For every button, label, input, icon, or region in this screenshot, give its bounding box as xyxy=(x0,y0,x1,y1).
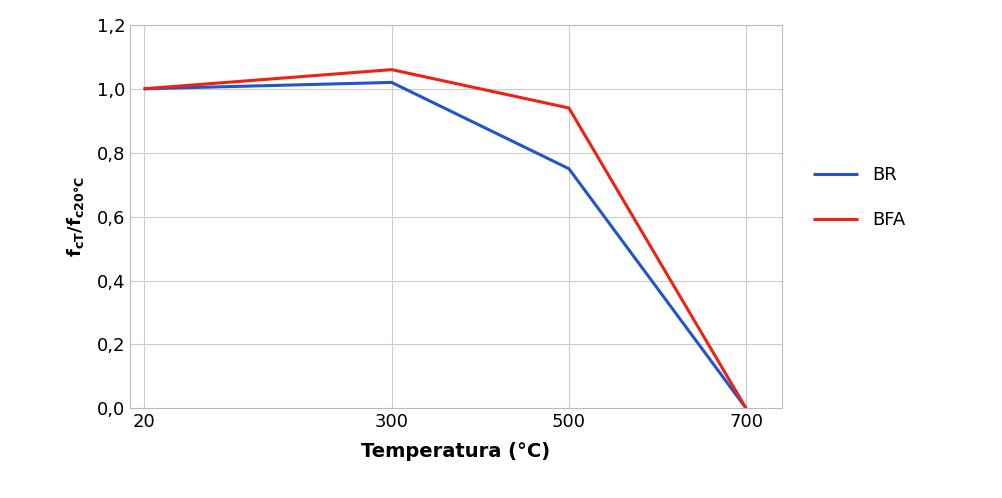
Y-axis label: $\mathbf{f_{cT}/f_{c20°C}}$: $\mathbf{f_{cT}/f_{c20°C}}$ xyxy=(65,176,85,257)
Line: BR: BR xyxy=(143,82,746,408)
BR xyxy=(137,86,149,92)
BR xyxy=(740,405,753,411)
X-axis label: Temperatura (°C): Temperatura (°C) xyxy=(362,442,550,461)
BFA xyxy=(740,405,753,411)
BFA xyxy=(137,86,149,92)
BR xyxy=(386,79,398,86)
Line: BFA: BFA xyxy=(143,70,746,408)
Legend: BR, BFA: BR, BFA xyxy=(804,157,915,238)
BFA xyxy=(386,67,398,73)
BFA xyxy=(563,105,575,111)
BR xyxy=(563,166,575,172)
